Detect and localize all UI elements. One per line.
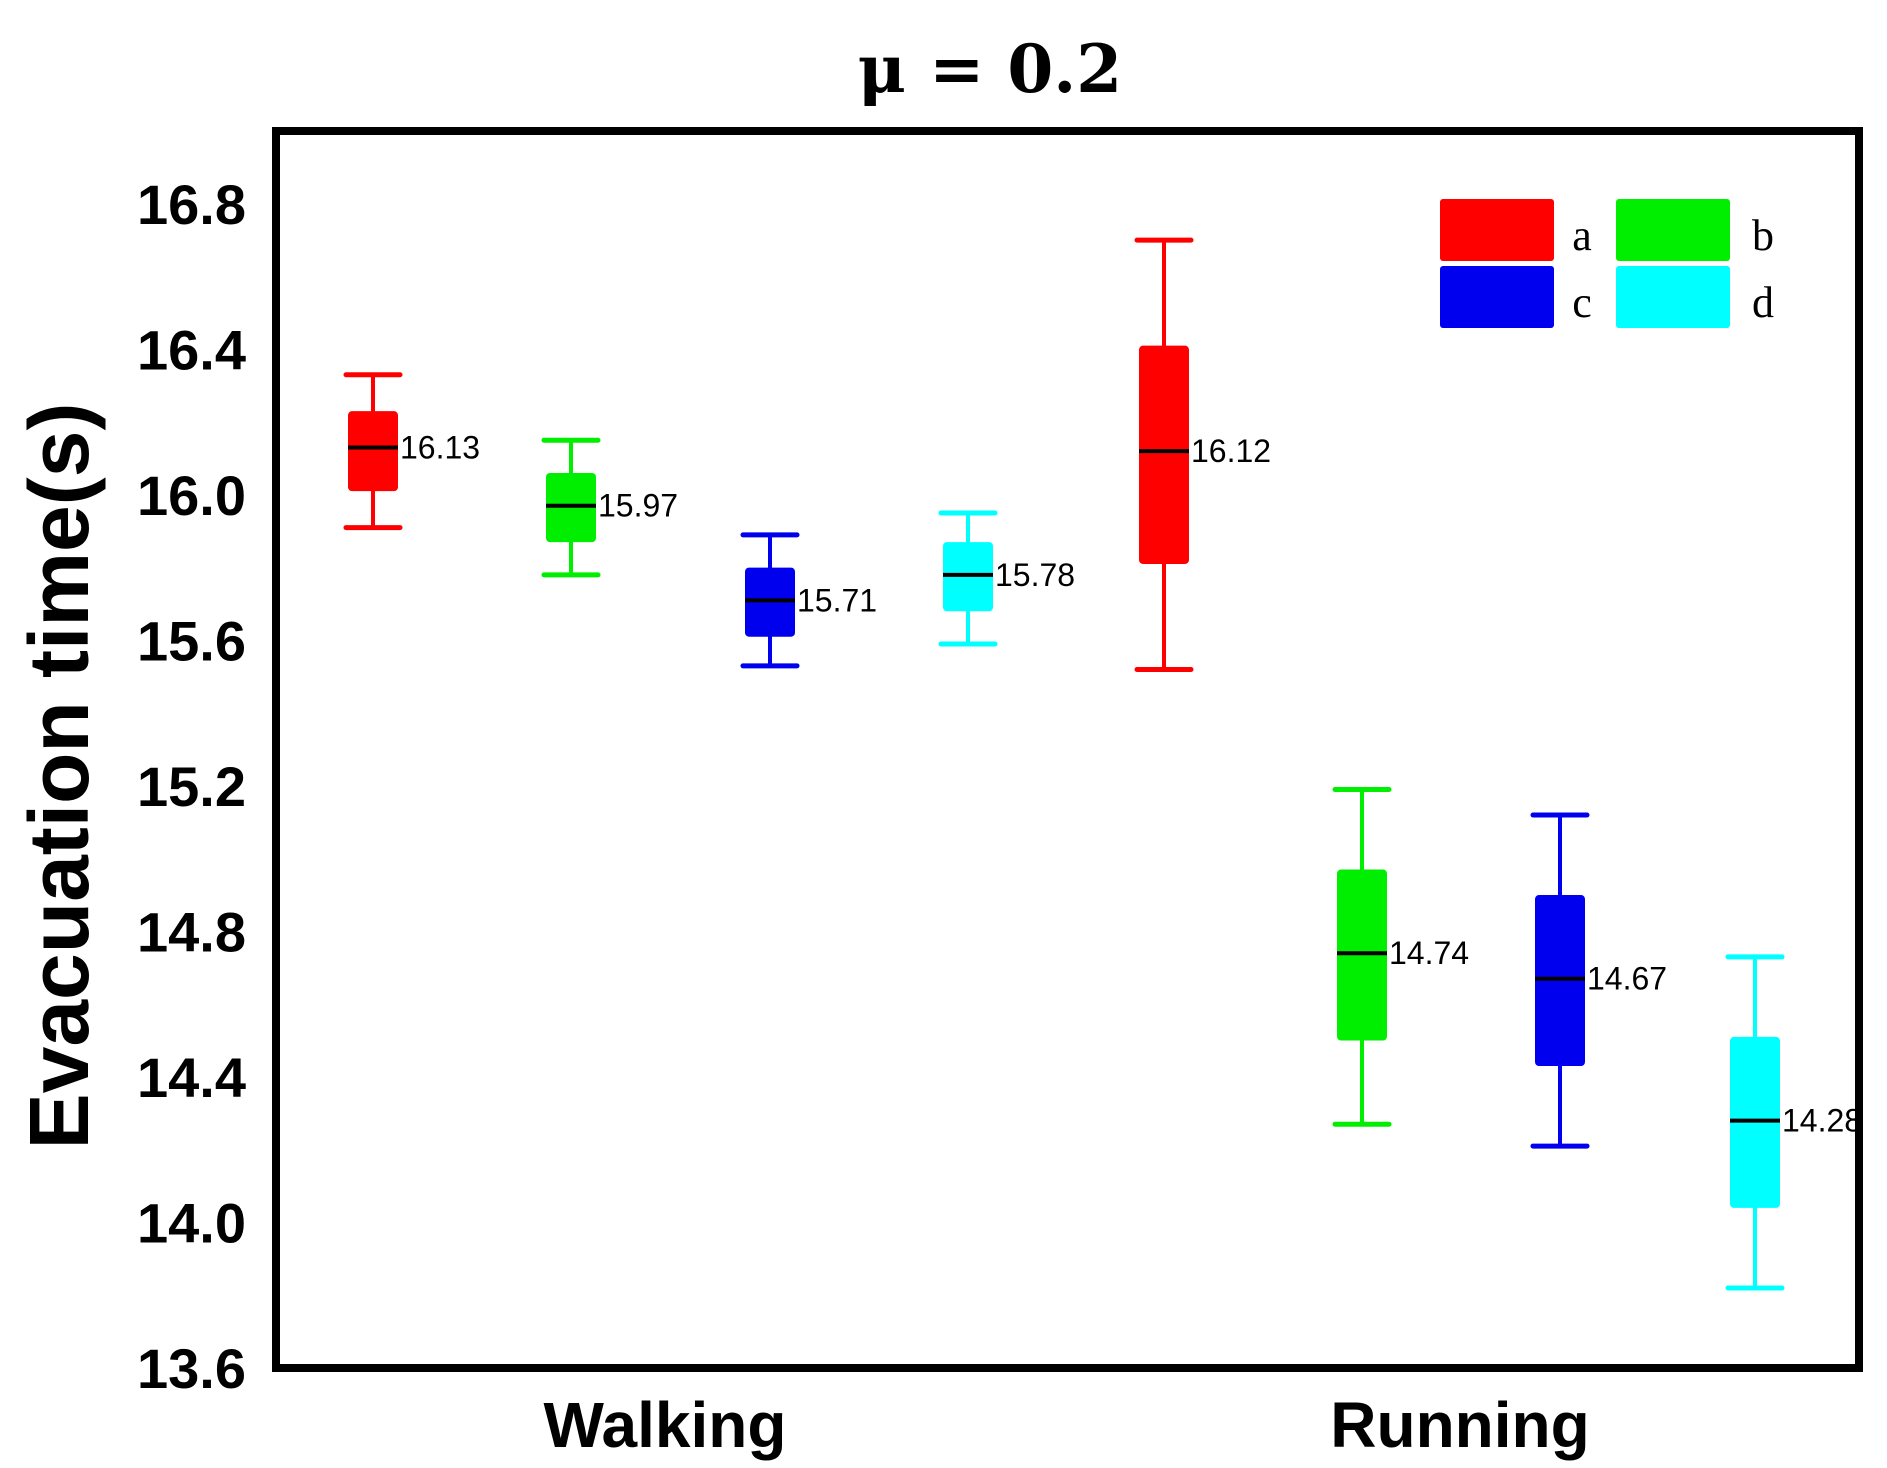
box-series-group: 16.13 16.12 15.97 14.74 15.71 14.67 15.78 14.28 [343,237,1862,1291]
legend-item-d: d [1616,266,1774,328]
median-label: 14.67 [1587,961,1667,997]
x-tick-label: Running [1330,1389,1589,1461]
box-d-running: 14.28 [1725,954,1862,1291]
legend-swatch [1440,266,1554,328]
plot-area: 16.13 16.12 15.97 14.74 15.71 14.67 15.78 14.28… [343,199,1862,1291]
box-iqr [1139,345,1189,564]
y-tick-label: 16.8 [137,173,246,236]
legend-swatch [1440,199,1554,261]
y-tick-label: 15.2 [137,755,246,818]
median-label: 16.12 [1191,433,1271,469]
y-axis-ticks: 13.6 14.0 14.4 14.8 15.2 15.6 16.0 16.4 16.8 [137,173,246,1400]
legend-item-b: b [1616,199,1774,261]
legend: a b c d [1440,199,1774,328]
box-c-running: 14.67 [1530,812,1667,1149]
y-tick-label: 14.8 [137,900,246,963]
y-axis-label: Evacuation time(s) [12,403,106,1150]
x-axis-ticks: Walking Running [544,1389,1590,1461]
legend-label: c [1572,278,1592,327]
median-label: 14.74 [1389,935,1469,971]
legend-label: d [1752,278,1774,327]
y-tick-label: 16.0 [137,464,246,527]
box-b-running: 14.74 [1332,787,1469,1127]
plot-frame [272,127,1863,1372]
legend-item-a: a [1440,199,1592,261]
y-tick-label: 14.0 [137,1191,246,1254]
box-a-walking: 16.13 [343,372,480,531]
y-tick-label: 16.4 [137,318,246,381]
legend-swatch [1616,199,1730,261]
box-iqr [348,411,398,492]
median-label: 15.71 [797,582,877,618]
chart-title: μ = 0.2 [858,30,1122,108]
legend-label: a [1572,211,1592,260]
y-tick-label: 15.6 [137,609,246,672]
legend-swatch [1616,266,1730,328]
legend-label: b [1752,211,1774,260]
x-tick-label: Walking [544,1389,787,1461]
legend-item-c: c [1440,266,1592,328]
median-label: 15.78 [995,557,1075,593]
box-a-running: 16.12 [1134,237,1271,672]
y-tick-label: 13.6 [137,1337,246,1400]
median-label: 15.97 [598,488,678,524]
box-d-walking: 15.78 [938,510,1075,647]
median-label: 16.13 [400,430,480,466]
box-c-walking: 15.71 [740,532,877,669]
median-label: 14.28 [1782,1103,1862,1139]
y-tick-label: 14.4 [137,1046,246,1109]
box-b-walking: 15.97 [541,437,678,578]
